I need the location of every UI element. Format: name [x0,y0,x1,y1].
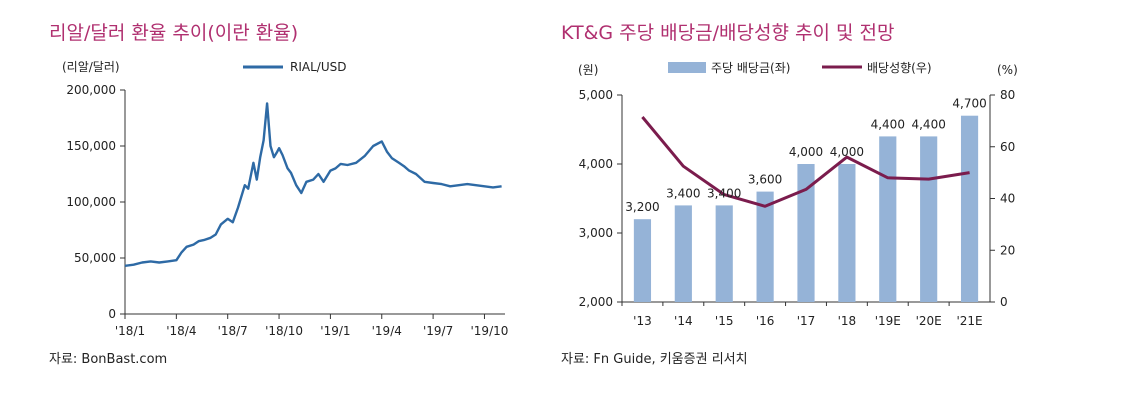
legend-swatch-dividend [668,62,706,73]
dividend-data-label: 4,700 [952,97,986,111]
left-y-tick-label: 2,000 [579,295,613,309]
x-tick-label: '20E [916,314,942,328]
x-tick-label: '19/1 [320,324,350,338]
legend-label-rial-usd: RIAL/USD [290,60,346,74]
right-y-tick-label: 0 [1000,295,1008,309]
dividend-data-label: 3,600 [748,173,782,187]
x-tick-label: '19/10 [471,324,509,338]
x-tick-label: '16 [756,314,775,328]
left-y-tick-label: 4,000 [579,157,613,171]
dividend-data-label: 3,400 [707,186,741,200]
x-tick-label: '21E [956,314,982,328]
dividend-bar [715,205,733,302]
dividend-bar [797,164,815,302]
right-axis-unit-label: (%) [997,63,1018,77]
y-tick-label: 200,000 [66,83,116,97]
dividend-bar [838,164,856,302]
legend-label-payout: 배당성향(우) [867,61,932,75]
x-tick-label: '18/4 [166,324,196,338]
payout-ratio-line [641,116,970,208]
left-chart-source: 자료: BonBast.com [49,352,168,367]
rial-usd-series-line [124,102,502,267]
dividend-data-label: 3,200 [625,200,659,214]
dividend-bar [879,136,897,302]
dividend-data-label: 4,400 [871,117,905,131]
dividend-bar [960,115,979,302]
right-y-tick-label: 80 [1000,88,1015,102]
left-chart-title: 리알/달러 환율 추이(이란 환율) [49,22,299,44]
left-y-tick-label: 5,000 [579,88,613,102]
dividend-bar [920,136,938,302]
left-axis-unit-label: (원) [578,63,598,77]
dividend-bar [674,205,692,302]
x-tick-label: '14 [674,314,693,328]
dividend-data-label: 4,000 [830,145,864,159]
y-tick-label: 100,000 [66,195,116,209]
left-y-tick-label: 3,000 [579,226,613,240]
dividend-bar [756,191,774,302]
right-chart-title: KT&G 주당 배당금/배당성향 추이 및 전망 [561,22,895,44]
x-tick-label: '15 [715,314,734,328]
x-tick-label: '18/1 [115,324,145,338]
dividend-data-label: 4,000 [789,145,823,159]
x-tick-label: '19E [875,314,901,328]
x-tick-label: '13 [633,314,652,328]
dividend-bar [633,219,652,302]
right-y-tick-label: 40 [1000,192,1015,206]
right-chart-source: 자료: Fn Guide, 키움증권 리서치 [561,352,748,367]
legend-label-dividend: 주당 배당금(좌) [711,61,790,75]
x-tick-label: '17 [797,314,816,328]
x-tick-label: '19/7 [423,324,453,338]
x-tick-label: '19/4 [372,324,402,338]
dividend-data-label: 4,400 [911,117,945,131]
x-tick-label: '18/7 [218,324,248,338]
x-tick-label: '18 [838,314,857,328]
y-axis-label: (리알/달러) [62,60,120,74]
x-tick-label: '18/10 [265,324,303,338]
dividend-data-label: 3,400 [666,186,700,200]
y-tick-label: 0 [108,307,116,321]
y-tick-label: 150,000 [66,139,116,153]
right-y-tick-label: 20 [1000,243,1015,257]
right-y-tick-label: 60 [1000,140,1015,154]
y-tick-label: 50,000 [74,251,116,265]
